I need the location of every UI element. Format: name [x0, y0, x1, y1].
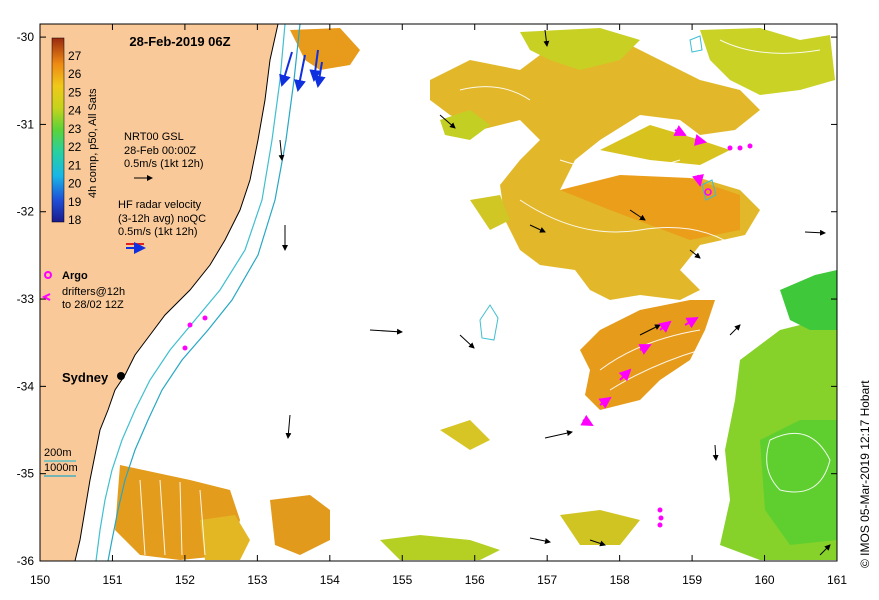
y-tick-label: -36: [17, 554, 35, 568]
isobath-seamount-north: [689, 35, 703, 53]
drifter-legend-icon: [41, 293, 51, 301]
colorbar-tick-label: 20: [68, 177, 82, 191]
radar-legend-line1: HF radar velocity: [118, 199, 202, 211]
gsl-legend-line2: 28-Feb 00:00Z: [124, 145, 196, 157]
map-title: 28-Feb-2019 06Z: [129, 34, 230, 49]
colorbar-tick-label: 21: [68, 158, 82, 172]
gsl-legend-line1: NRT00 GSL: [124, 131, 184, 143]
colorbar-tick-label: 23: [68, 122, 82, 136]
x-axis: 150 151 152 153 154 155 156 157 158 159 160 161: [30, 24, 847, 587]
sydney-marker: [117, 372, 125, 380]
x-tick-label: 155: [392, 573, 412, 587]
gsl-legend-line3: 0.5m/s (1kt 12h): [124, 158, 203, 170]
isobath-seamount-east: [701, 179, 717, 201]
x-tick-label: 153: [247, 573, 267, 587]
colorbar-label: 4h comp, p50, All Sats: [87, 88, 99, 198]
depth-legend-200: 200m: [44, 447, 72, 459]
city-label: Sydney: [62, 370, 109, 385]
colorbar: [51, 37, 65, 223]
radar-velocity-arrows: [279, 49, 326, 92]
colorbar-tick-label: 24: [68, 104, 82, 118]
x-tick-label: 156: [465, 573, 485, 587]
credit-text: © IMOS 05-Mar-2019 12:17 Hobart: [858, 380, 872, 568]
argo-legend-label: Argo: [62, 270, 88, 282]
y-axis: -30 -31 -32 -33 -34 -35 -36: [17, 30, 837, 568]
drifter-legend-line2: to 28/02 12Z: [62, 299, 124, 311]
colorbar-ticks: 27 26 25 24 23 22 21 20 19 18: [68, 49, 82, 227]
x-tick-label: 161: [827, 573, 847, 587]
x-tick-label: 160: [755, 573, 775, 587]
colorbar-tick-label: 22: [68, 140, 82, 154]
x-tick-label: 159: [682, 573, 702, 587]
y-tick-label: -34: [17, 379, 35, 393]
plot-frame: [39, 23, 838, 562]
colorbar-tick-label: 18: [68, 213, 82, 227]
sst-field: [115, 28, 837, 560]
x-tick-label: 152: [175, 573, 195, 587]
y-tick-label: -31: [17, 117, 35, 131]
x-tick-label: 154: [320, 573, 340, 587]
x-tick-label: 157: [537, 573, 557, 587]
radar-legend-line2: (3-12h avg) noQC: [118, 213, 206, 225]
colorbar-tick-label: 19: [68, 195, 82, 209]
argo-float-marker: [704, 188, 712, 196]
land-australia: [40, 24, 279, 561]
argo-legend-icon: [44, 271, 52, 279]
colorbar-tick-label: 26: [68, 67, 82, 81]
y-tick-label: -32: [17, 205, 35, 219]
y-tick-label: -33: [17, 292, 35, 306]
depth-legend-1000: 1000m: [44, 462, 78, 474]
y-tick-label: -35: [17, 467, 35, 481]
drifter-tracks: [182, 125, 753, 528]
radar-legend-line3: 0.5m/s (1kt 12h): [118, 226, 197, 238]
isobath-200: [95, 24, 286, 561]
isobath-seamount: [479, 304, 499, 341]
x-tick-label: 158: [610, 573, 630, 587]
drifter-legend-line1: drifters@12h: [62, 286, 125, 298]
colorbar-tick-label: 25: [68, 85, 82, 99]
gsl-velocity-arrows: [278, 29, 831, 556]
y-tick-label: -30: [17, 30, 35, 44]
colorbar-tick-label: 27: [68, 49, 82, 63]
x-tick-label: 151: [102, 573, 122, 587]
x-tick-label: 150: [30, 573, 50, 587]
